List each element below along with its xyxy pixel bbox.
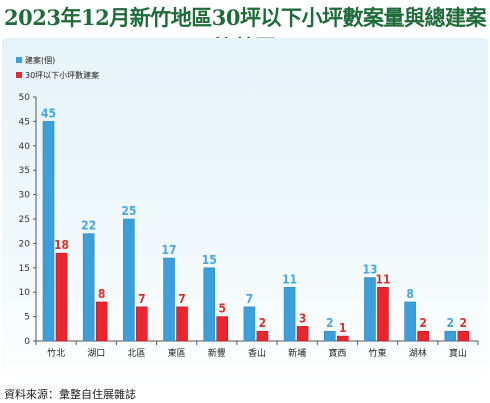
y-tick-label: 50 (19, 93, 31, 103)
bar-total-projects (444, 330, 457, 342)
bar-total-projects (123, 218, 135, 342)
x-tick-label: 竹東 (369, 347, 387, 359)
bar-total-projects (404, 301, 416, 342)
legend-swatch (16, 72, 22, 78)
x-tick-label: 寶西 (328, 347, 346, 359)
data-label-small: 11 (375, 272, 390, 286)
bar-small-units (256, 330, 269, 342)
data-label-total: 15 (202, 253, 217, 267)
data-label-small: 1 (339, 321, 347, 335)
legend-swatch (16, 57, 22, 63)
x-tick-label: 竹北 (47, 347, 65, 359)
bar-total-projects (364, 277, 376, 342)
x-tick-label: 湖口 (87, 348, 105, 359)
data-label-small: 2 (460, 316, 468, 330)
data-label-small: 7 (138, 292, 146, 306)
bar-small-units (336, 335, 349, 342)
data-label-total: 25 (121, 204, 136, 218)
data-label-small: 5 (218, 302, 226, 316)
legend-label: 建案(個) (25, 55, 55, 65)
bar-small-units (95, 301, 108, 342)
data-label-total: 7 (246, 292, 254, 306)
bar-total-projects (283, 287, 296, 342)
bar-small-units (176, 306, 188, 342)
data-label-total: 17 (162, 243, 177, 257)
data-label-total: 2 (447, 316, 455, 330)
bar-small-units (457, 330, 470, 342)
y-tick-label: 5 (24, 313, 30, 323)
bar-total-projects (163, 257, 175, 342)
x-tick-label: 東區 (168, 347, 186, 359)
bar-small-units (55, 252, 68, 342)
y-tick-label: 0 (24, 337, 30, 347)
bar-total-projects (243, 306, 256, 342)
y-tick-label: 40 (19, 142, 31, 152)
data-label-small: 18 (54, 238, 69, 252)
legend-label: 30坪以下小坪數建案 (25, 70, 99, 80)
y-tick-label: 25 (19, 215, 30, 225)
data-label-total: 2 (326, 316, 334, 330)
bar-total-projects (82, 233, 95, 342)
bar-small-units (296, 326, 309, 342)
x-tick-label: 北區 (127, 348, 145, 359)
data-label-total: 45 (41, 106, 56, 120)
x-tick-label: 湖林 (409, 347, 427, 359)
y-tick-label: 35 (19, 166, 30, 176)
data-label-small: 2 (259, 316, 267, 330)
x-tick-label: 新豐 (208, 347, 226, 359)
bar-small-units (377, 287, 389, 342)
data-label-total: 11 (282, 272, 297, 286)
x-tick-label: 新埔 (288, 347, 306, 359)
data-label-total: 22 (81, 219, 96, 233)
source-note: 資料來源：彙整自住展雜誌 (4, 388, 136, 401)
data-label-total: 13 (362, 263, 377, 277)
y-tick-label: 30 (19, 191, 31, 201)
bar-total-projects (203, 267, 216, 342)
y-tick-label: 15 (19, 264, 30, 274)
x-tick-label: 寶山 (449, 347, 467, 359)
bar-small-units (216, 316, 229, 342)
data-label-small: 3 (299, 311, 307, 325)
data-label-total: 8 (406, 287, 414, 301)
data-label-small: 2 (419, 316, 427, 330)
y-tick-label: 20 (19, 239, 31, 249)
data-label-small: 7 (178, 292, 186, 306)
x-tick-label: 香山 (248, 348, 266, 359)
bar-total-projects (42, 121, 55, 342)
data-label-small: 8 (98, 287, 106, 301)
bar-small-units (417, 330, 429, 342)
bar-small-units (136, 306, 148, 342)
y-tick-label: 45 (19, 117, 30, 127)
y-tick-label: 10 (19, 288, 31, 298)
bar-total-projects (323, 330, 336, 342)
